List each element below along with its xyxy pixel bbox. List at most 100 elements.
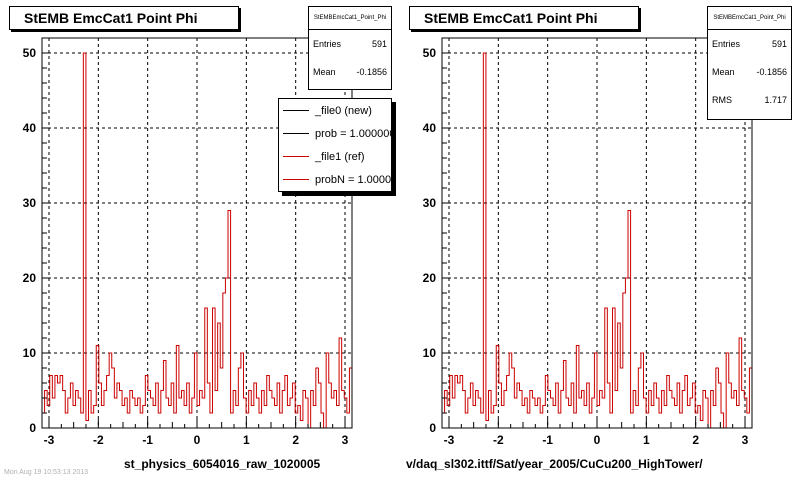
histogram-bin — [615, 391, 618, 429]
stats-row-entries: Entries 591 — [708, 30, 791, 58]
histogram-bin — [140, 413, 143, 428]
histogram-bin — [347, 413, 350, 428]
histogram-bin — [331, 398, 334, 428]
histogram-bin — [458, 383, 461, 428]
x-tick-label: 3 — [342, 433, 349, 447]
legend-text: prob = 1.000000 — [315, 127, 392, 140]
legend-text: probN = 1.000000 — [315, 173, 392, 186]
histogram-bin — [202, 398, 205, 428]
stats-histogram-name: StEMBEmcCat1_Point_Phi — [309, 7, 391, 30]
legend-text: _file0 (new) — [315, 104, 372, 117]
histogram-bin — [452, 398, 455, 428]
y-tick-label: 0 — [429, 421, 436, 435]
run-label: st_physics_6054016_raw_1020005 — [124, 457, 321, 471]
histogram-bin — [251, 406, 254, 429]
histogram-bin — [579, 398, 582, 428]
histogram-bin — [700, 421, 703, 429]
legend-line-red — [283, 179, 309, 180]
x-tick-label: -2 — [493, 433, 504, 447]
histogram-bin — [52, 398, 55, 428]
stats-label: RMS — [712, 95, 732, 105]
x-tick-label: 1 — [643, 433, 650, 447]
histogram-panel-left: -3 -2 -1 0 1 2 3 0 10 20 30 40 50 StEMB EmcCat1 Poin… — [9, 6, 392, 471]
histogram-bin — [300, 421, 303, 429]
x-tick-label: 3 — [742, 433, 749, 447]
legend-entry-probn: probN = 1.000000 — [279, 168, 391, 191]
histogram-bin — [465, 413, 468, 428]
x-tick-label: -1 — [142, 433, 153, 447]
histogram-bin — [259, 413, 262, 428]
histogram-bin — [527, 413, 530, 428]
histogram-bin — [236, 406, 239, 429]
histogram-bin — [625, 278, 628, 428]
legend-box: _file0 (new) prob = 1.000000 _file1 (ref… — [278, 98, 392, 192]
histogram-bin — [664, 406, 667, 429]
histogram-bin — [659, 413, 662, 428]
histogram-bin — [574, 413, 577, 428]
y-tick-label: 10 — [423, 346, 437, 360]
y-tick-label: 50 — [423, 46, 437, 60]
histogram-bin — [737, 406, 740, 429]
stats-label: Entries — [712, 39, 741, 49]
histogram-bin — [210, 413, 213, 428]
histogram-bin — [231, 413, 234, 428]
histogram-bin — [687, 406, 690, 429]
histogram-bin — [65, 413, 68, 428]
histogram-bin — [610, 413, 613, 428]
stats-label: Mean — [712, 67, 735, 77]
stats-value: 591 — [371, 39, 387, 49]
histogram-bin — [114, 398, 117, 428]
stats-row-entries: Entries 591 — [309, 30, 391, 58]
timestamp-footer: Mon Aug 19 10:53:13 2013 — [4, 469, 89, 476]
histogram-bin — [264, 406, 267, 429]
legend-entry-file0: _file0 (new) — [279, 99, 391, 122]
legend-line-black — [283, 110, 309, 111]
stats-row-mean: Mean -0.1856 — [309, 58, 391, 86]
histogram-bin — [651, 406, 654, 429]
histogram-bin — [514, 398, 517, 428]
y-tick-label: 40 — [23, 121, 37, 135]
y-tick-label: 30 — [423, 196, 437, 210]
stats-value: -0.1856 — [756, 67, 787, 77]
histogram-bin — [174, 413, 177, 428]
histogram-outline — [41, 52, 353, 429]
histogram-bin — [481, 413, 484, 428]
stats-label: Mean — [313, 67, 336, 77]
y-tick-label: 10 — [23, 346, 37, 360]
histogram-bin — [636, 406, 639, 429]
histogram-bin — [501, 406, 504, 429]
stats-row-rms: RMS 1.717 — [708, 86, 791, 114]
x-tick-label: 1 — [243, 433, 250, 447]
histogram-bin — [91, 413, 94, 428]
histogram-bin — [747, 413, 750, 428]
stats-label: Entries — [313, 39, 342, 49]
stats-value: 1.717 — [764, 95, 787, 105]
histogram-bin — [680, 413, 683, 428]
histogram-panel-right: -3 -2 -1 0 1 2 3 0 10 20 30 40 50 StEMB EmcCat1 Poin… — [400, 0, 800, 480]
file-path-label: v/daq_sl302.ittf/Sat/year_2005/CuCu200_H… — [406, 457, 703, 471]
histogram-bin — [189, 413, 192, 428]
histogram-title: StEMB EmcCat1 Point Phi — [9, 6, 239, 30]
histogram-bin — [589, 413, 592, 428]
histogram-bin — [275, 406, 278, 429]
y-tick-label: 30 — [23, 196, 37, 210]
histogram-bin — [713, 406, 716, 429]
histogram-bin — [58, 383, 61, 428]
histogram-bin — [540, 413, 543, 428]
legend-entry-prob: prob = 1.000000 — [279, 122, 391, 145]
y-tick-label: 0 — [29, 421, 36, 435]
legend-line-black — [283, 133, 309, 134]
histogram-bin — [215, 391, 218, 429]
histogram-bin — [313, 406, 316, 429]
x-tick-label: -3 — [444, 433, 455, 447]
histogram-bin — [731, 398, 734, 428]
histogram-outline — [441, 52, 753, 429]
histogram-bin — [631, 413, 634, 428]
x-tick-label: -1 — [542, 433, 553, 447]
histogram-bin — [553, 406, 556, 429]
histogram-bin — [101, 406, 104, 429]
x-tick-label: 2 — [292, 433, 299, 447]
